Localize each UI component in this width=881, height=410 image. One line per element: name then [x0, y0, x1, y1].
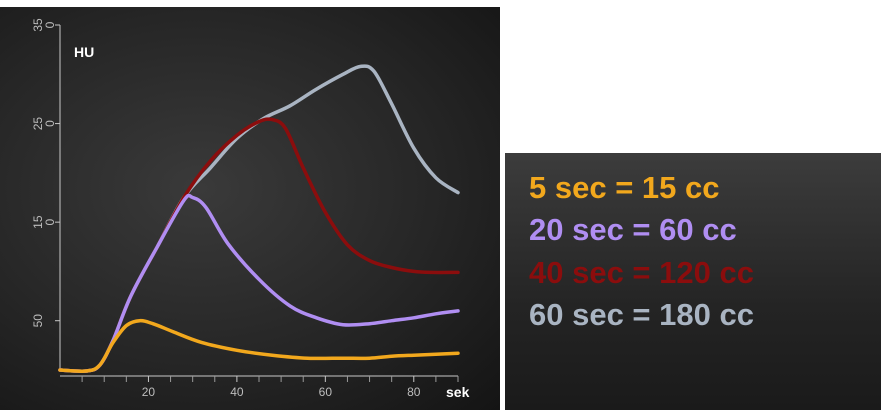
y-axis-label: HU: [74, 44, 94, 60]
legend-item-60-sec: 60 sec = 180 cc: [529, 297, 754, 332]
y-tick-label-secondary: 0: [43, 218, 57, 225]
y-tick-label-secondary: 0: [43, 21, 57, 28]
series-line-5-sec: [58, 318, 460, 373]
x-axis-label: sek: [446, 384, 470, 400]
x-tick-label: 20: [142, 385, 156, 399]
x-tick-label: 80: [407, 385, 421, 399]
x-tick-label: 60: [319, 385, 333, 399]
x-tick-label: 40: [230, 385, 244, 399]
x-ticks: 20 40 60 80: [81, 376, 459, 399]
enhancement-chart-panel: 50 15 25 35 0 0 0 20 40 60 80 HU sek: [0, 7, 500, 410]
y-tick-label: 50: [31, 314, 45, 328]
y-tick-label: 25: [31, 117, 45, 131]
series-line-20-sec: [58, 193, 460, 373]
y-tick-label: 35: [31, 18, 45, 32]
y-tick-label: 15: [31, 215, 45, 229]
legend-item-20-sec: 20 sec = 60 cc: [529, 212, 737, 247]
legend-panel: 5 sec = 15 cc 20 sec = 60 cc 40 sec = 12…: [505, 153, 881, 410]
legend-item-40-sec: 40 sec = 120 cc: [529, 255, 754, 290]
legend-item-5-sec: 5 sec = 15 cc: [529, 170, 720, 205]
y-tick-label-secondary: 0: [43, 120, 57, 127]
series-lines: [58, 64, 460, 373]
